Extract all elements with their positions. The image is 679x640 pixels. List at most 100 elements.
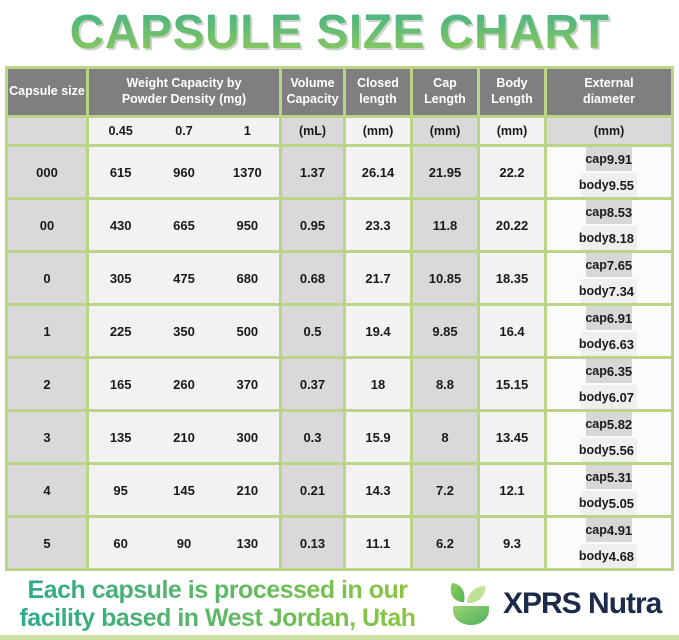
cap-diameter-row: cap 5.31 [585,465,633,489]
body-diameter-row: body 5.56 [578,438,637,462]
body-diameter-value: 4.68 [608,548,635,564]
body-diameter-value: 5.56 [608,442,635,458]
weight-at-07: 475 [173,270,195,286]
weight-at-1: 210 [236,482,259,498]
body-diameter-row: body 5.05 [578,491,637,515]
body-label: body [578,496,609,510]
volume-capacity-cell: 0.5 [282,306,343,356]
weight-at-045: 95 [113,482,128,498]
weight-capacity-cell: 225 350 500 [89,306,279,356]
header-body-length: Body Length [480,69,544,115]
cap-label: cap [585,417,607,431]
brand-logo: XPRS Nutra [447,580,662,628]
body-diameter-value: 6.07 [608,389,635,405]
header-closed-length: Closed length [346,69,410,115]
cap-diameter-value: 5.82 [606,416,633,432]
units-densities-cell: 0.45 0.7 1 [89,118,279,144]
weight-at-045: 165 [109,376,132,392]
closed-length-cell: 23.3 [346,200,410,250]
body-diameter-value: 6.63 [608,336,635,352]
body-diameter-row: body 6.63 [578,332,637,356]
cap-length-cell: 9.85 [413,306,477,356]
weight-at-045: 615 [109,164,132,180]
cap-length-cell: 8 [413,412,477,462]
body-label: body [578,337,609,351]
body-diameter-row: body 7.34 [578,279,637,303]
weight-at-1: 950 [236,217,259,233]
cap-length-cell: 11.8 [413,200,477,250]
weight-at-07: 665 [173,217,195,233]
weight-at-07: 260 [173,376,195,392]
cap-label: cap [585,258,607,272]
weight-at-1: 1370 [232,164,262,180]
capsule-size-cell: 3 [8,412,86,462]
body-label: body [578,284,609,298]
weight-at-045: 305 [109,270,132,286]
body-label: body [578,443,609,457]
capsule-size-cell: 4 [8,465,86,515]
closed-length-cell: 21.7 [346,253,410,303]
units-external-diameter: (mm) [547,118,671,144]
external-diameter-cell: cap 5.82 body 5.56 [547,412,671,462]
weight-at-07: 90 [176,535,192,551]
cap-diameter-value: 7.65 [606,257,633,273]
weight-at-045: 60 [113,535,128,551]
capsule-size-cell: 00 [8,200,86,250]
cap-diameter-row: cap 8.53 [585,200,633,224]
external-diameter-cell: cap 7.65 body 7.34 [547,253,671,303]
cap-diameter-value: 5.31 [606,469,633,485]
capsule-size-cell: 1 [8,306,86,356]
body-label: body [578,178,609,192]
weight-capacity-cell: 615 960 1370 [89,147,279,197]
cap-diameter-row: cap 9.91 [585,147,633,171]
capsule-size-cell: 0 [8,253,86,303]
density-07: 0.7 [175,124,193,138]
cap-diameter-row: cap 6.35 [585,359,633,383]
body-length-cell: 22.2 [480,147,544,197]
body-length-cell: 13.45 [480,412,544,462]
bottom-green-strip [0,635,679,640]
body-diameter-value: 7.34 [608,283,635,299]
footer: Each capsule is processed in our facilit… [0,574,679,634]
body-length-cell: 18.35 [480,253,544,303]
cap-length-cell: 7.2 [413,465,477,515]
body-length-cell: 16.4 [480,306,544,356]
header-volume-capacity: Volume Capacity [282,69,343,115]
density-045: 0.45 [108,124,133,138]
body-label: body [578,549,609,563]
weight-at-045: 135 [109,429,132,445]
body-diameter-value: 9.55 [608,177,635,193]
units-cap-length: (mm) [413,118,477,144]
cap-diameter-value: 9.91 [606,151,633,167]
body-diameter-row: body 8.18 [579,226,637,250]
weight-capacity-cell: 135 210 300 [89,412,279,462]
closed-length-cell: 11.1 [346,518,410,568]
external-diameter-cell: cap 9.91 body 9.55 [547,147,671,197]
leaf-bowl-icon [450,583,489,625]
body-diameter-value: 5.05 [608,495,635,511]
volume-capacity-cell: 1.37 [282,147,343,197]
weight-capacity-cell: 430 665 950 [89,200,279,250]
closed-length-cell: 19.4 [346,306,410,356]
external-diameter-cell: cap 8.53 body 8.18 [547,200,671,250]
volume-capacity-cell: 0.68 [282,253,343,303]
weight-at-07: 960 [173,164,195,180]
volume-capacity-cell: 0.37 [282,359,343,409]
weight-at-07: 210 [173,429,195,445]
body-length-cell: 15.15 [480,359,544,409]
closed-length-cell: 18 [346,359,410,409]
volume-capacity-cell: 0.13 [282,518,343,568]
external-diameter-cell: cap 6.91 body 6.63 [547,306,671,356]
units-blank-cell [8,118,86,144]
cap-label: cap [585,364,607,378]
cap-diameter-row: cap 4.91 [585,518,633,542]
weight-capacity-cell: 60 90 130 [89,518,279,568]
weight-at-1: 300 [236,429,259,445]
external-diameter-cell: cap 5.31 body 5.05 [547,465,671,515]
weight-at-07: 145 [173,482,195,498]
body-length-cell: 20.22 [480,200,544,250]
closed-length-cell: 26.14 [346,147,410,197]
cap-label: cap [585,523,607,537]
closed-length-cell: 15.9 [346,412,410,462]
weight-at-1: 370 [236,376,259,392]
